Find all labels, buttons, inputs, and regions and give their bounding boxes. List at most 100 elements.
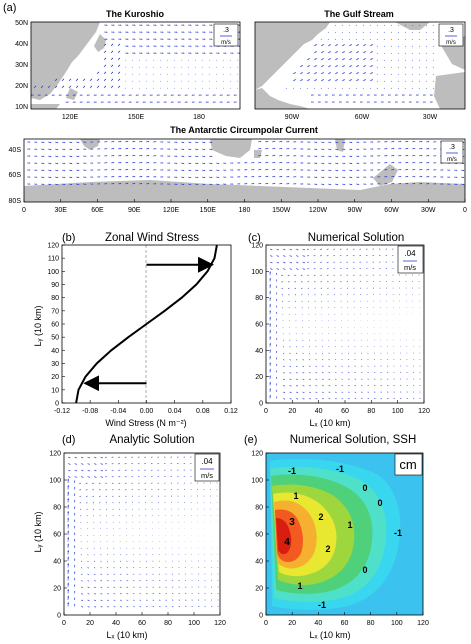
velocity-arrow: [282, 307, 284, 309]
y-tick-label: 80: [255, 295, 263, 302]
acc-x-tick-label: 120E: [163, 207, 180, 214]
velocity-arrow: [418, 66, 420, 68]
velocity-arrow-head: [448, 176, 451, 178]
velocity-arrow-head: [276, 383, 278, 385]
acc-x-ticks: 0 30E 60E 90E 120E 150E 180 150W 120W 90W 60W 30W 0: [22, 199, 467, 214]
velocity-arrow-head: [371, 183, 374, 185]
velocity-arrow-head: [175, 52, 178, 54]
velocity-arrow-head: [259, 175, 262, 178]
velocity-arrow-head: [280, 168, 283, 171]
velocity-arrow-head: [161, 176, 164, 178]
velocity-arrow-head: [294, 183, 297, 185]
velocity-arrow-head: [357, 169, 360, 171]
velocity-arrow-head: [161, 24, 164, 26]
velocity-arrow-head: [94, 593, 96, 595]
velocity-arrow-head: [42, 141, 45, 144]
velocity-arrow-head: [283, 385, 285, 387]
velocity-arrow-head: [400, 398, 402, 399]
velocity-arrow-head: [346, 261, 348, 263]
velocity-arrow-head: [308, 79, 310, 81]
velocity-arrow-head: [111, 85, 113, 88]
velocity-arrow-head: [276, 292, 278, 294]
velocity-arrow-head: [329, 398, 331, 400]
velocity-arrow-head: [203, 38, 206, 40]
velocity-arrow-head: [316, 398, 318, 400]
b-x-tick-label: 0.00: [140, 408, 154, 415]
velocity-arrow-head: [226, 94, 229, 96]
velocity-arrow-head: [280, 147, 283, 150]
velocity-arrow: [294, 300, 297, 302]
velocity-arrow-head: [273, 140, 276, 143]
velocity-arrow-head: [238, 183, 241, 185]
velocity-arrow: [432, 80, 434, 82]
velocity-arrow-head: [182, 24, 185, 26]
velocity-arrow-head: [170, 469, 172, 471]
velocity-arrow-head: [276, 305, 278, 307]
velocity-arrow-head: [105, 476, 107, 478]
velocity-arrow-head: [378, 162, 381, 164]
velocity-arrow-head: [120, 593, 122, 595]
acc-x-tick-label: 120W: [309, 207, 328, 214]
velocity-arrow-head: [74, 545, 76, 547]
velocity-arrow-head: [276, 344, 278, 346]
velocity-arrow-head: [329, 365, 330, 367]
velocity-arrow-head: [156, 94, 159, 96]
velocity-arrow-head: [185, 593, 187, 594]
velocity-arrow-head: [154, 38, 157, 40]
velocity-arrow-head: [94, 586, 96, 588]
velocity-arrow-head: [273, 154, 276, 157]
velocity-arrow-head: [326, 268, 328, 270]
velocity-arrow: [404, 59, 406, 61]
velocity-arrow-head: [379, 261, 380, 263]
velocity-arrow-head: [336, 169, 339, 172]
velocity-arrow-head: [84, 183, 87, 185]
panel-d-ylabel: Lᵧ (10 km): [33, 512, 43, 553]
velocity-arrow-head: [124, 456, 126, 458]
velocity-arrow-head: [350, 148, 353, 151]
velocity-arrow-head: [81, 599, 83, 601]
velocity-arrow-head: [101, 567, 102, 569]
velocity-arrow-head: [329, 385, 331, 387]
velocity-arrow-head: [395, 94, 397, 96]
velocity-arrow-head: [104, 85, 106, 88]
velocity-arrow-head: [238, 162, 241, 164]
velocity-arrow-head: [70, 141, 73, 144]
velocity-arrow-head: [325, 101, 327, 103]
panel-b-ylabel: Lᵧ (10 km): [33, 306, 43, 347]
velocity-arrow-head: [290, 372, 292, 374]
velocity-arrow: [432, 87, 434, 89]
velocity-arrow-head: [332, 94, 334, 96]
velocity-arrow-head: [63, 141, 66, 144]
velocity-arrow-head: [203, 162, 206, 165]
velocity-arrow-head: [359, 248, 361, 250]
velocity-arrow-head: [259, 182, 262, 185]
velocity-arrow-head: [308, 155, 311, 157]
velocity-arrow-head: [374, 398, 376, 399]
velocity-arrow-head: [114, 599, 116, 601]
velocity-arrow-head: [140, 586, 141, 588]
velocity-arrow-head: [97, 85, 99, 88]
kuroshio-ytick: 40N: [15, 41, 28, 48]
velocity-arrow-head: [144, 463, 146, 465]
velocity-arrow-head: [329, 169, 332, 172]
velocity-arrow: [411, 31, 413, 33]
velocity-arrow-head: [322, 372, 324, 374]
velocity-arrow: [397, 52, 399, 54]
velocity-arrow-head: [49, 148, 52, 151]
velocity-arrow-head: [28, 169, 31, 171]
velocity-arrow-head: [142, 101, 145, 103]
velocity-arrow-head: [56, 183, 59, 186]
velocity-arrow-head: [133, 45, 136, 47]
acc-x-tick-label: 0: [463, 207, 467, 214]
velocity-arrow-head: [168, 24, 171, 26]
velocity-arrow-head: [303, 365, 304, 367]
velocity-arrow-head: [179, 599, 180, 601]
velocity-arrow-head: [364, 176, 367, 178]
velocity-arrow-head: [28, 162, 31, 164]
velocity-arrow-head: [308, 148, 311, 150]
velocity-arrow-head: [168, 141, 171, 143]
velocity-arrow-head: [315, 58, 317, 60]
panel-b-label: (b): [62, 232, 75, 244]
velocity-arrow-head: [314, 287, 315, 289]
